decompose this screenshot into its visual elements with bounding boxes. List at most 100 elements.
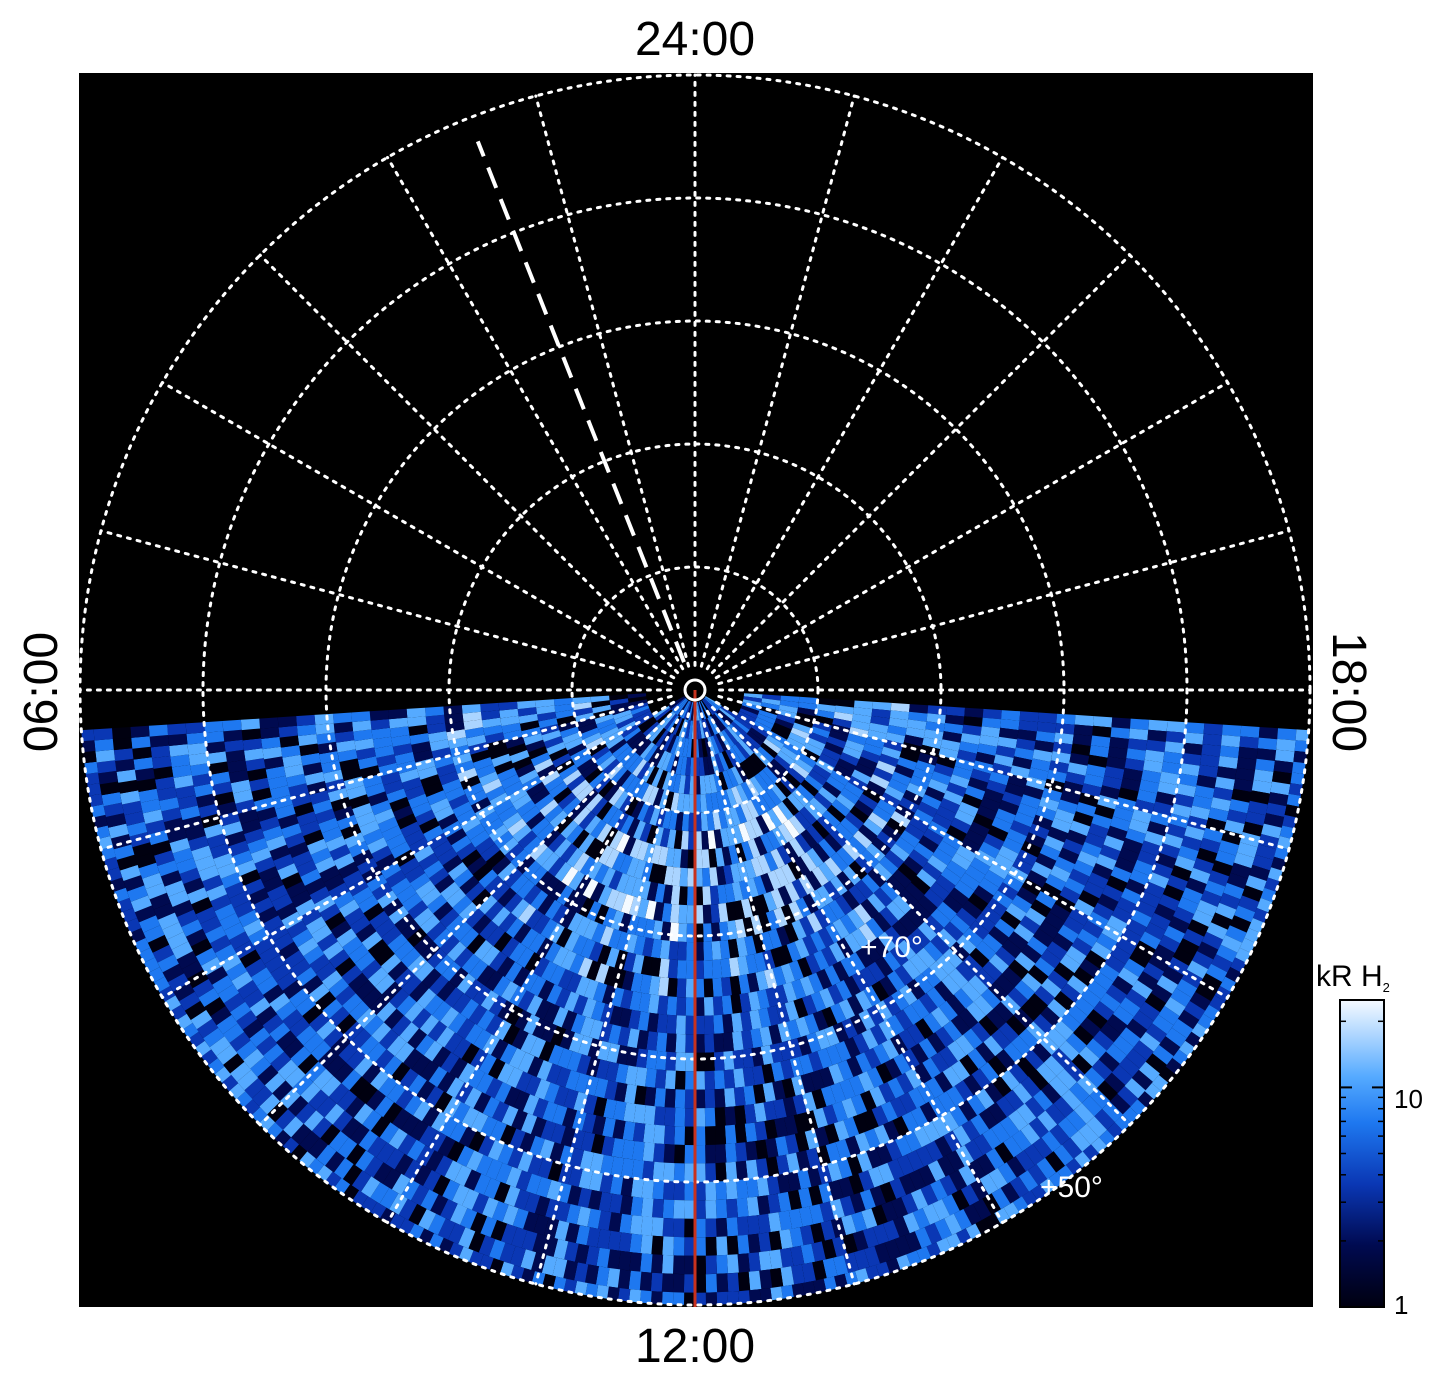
emission-cell xyxy=(844,1037,861,1058)
emission-cell xyxy=(1126,1018,1148,1039)
emission-cell xyxy=(492,1201,509,1222)
emission-cell xyxy=(456,842,477,861)
emission-cell xyxy=(1214,776,1235,791)
emission-cell xyxy=(992,890,1013,909)
emission-cell xyxy=(1065,945,1087,965)
emission-cell xyxy=(1078,1123,1099,1145)
emission-cell xyxy=(745,799,760,819)
emission-cell xyxy=(214,791,235,806)
emission-cell xyxy=(481,717,502,729)
emission-cell xyxy=(808,972,824,994)
emission-cell xyxy=(971,1022,991,1043)
emission-cell xyxy=(1053,1096,1074,1118)
emission-cell xyxy=(918,835,939,853)
emission-cell xyxy=(421,887,442,907)
emission-cell xyxy=(472,984,491,1006)
emission-cell xyxy=(630,799,645,819)
emission-cell xyxy=(735,742,751,760)
emission-cell xyxy=(665,1033,677,1053)
emission-cell xyxy=(629,991,642,1011)
emission-cell xyxy=(1091,863,1113,880)
emission-cell xyxy=(907,719,927,731)
emission-cell xyxy=(949,1105,969,1127)
emission-cell xyxy=(832,1022,849,1043)
emission-cell xyxy=(519,720,540,732)
emission-cell xyxy=(780,746,799,762)
emission-cell xyxy=(746,755,763,774)
emission-cell xyxy=(699,775,707,795)
emission-cell xyxy=(1148,719,1168,732)
emission-cell xyxy=(1038,920,1060,939)
emission-cell xyxy=(1037,721,1057,734)
emission-cell xyxy=(190,938,213,957)
emission-cell xyxy=(940,739,961,752)
emission-cell xyxy=(537,764,557,780)
emission-cell xyxy=(1110,816,1131,832)
emission-cell xyxy=(930,1052,950,1074)
emission-cell xyxy=(768,1230,782,1251)
emission-cell xyxy=(1153,944,1175,963)
emission-cell xyxy=(483,1177,501,1199)
emission-cell xyxy=(595,963,610,984)
emission-cell xyxy=(721,750,734,770)
emission-cell xyxy=(830,1003,847,1024)
emission-cell xyxy=(1170,988,1192,1007)
emission-cell xyxy=(710,792,720,812)
emission-cell xyxy=(652,705,670,719)
emission-cell xyxy=(1152,1014,1174,1035)
emission-cell xyxy=(781,1078,796,1099)
emission-cell xyxy=(444,987,464,1008)
emission-cell xyxy=(705,793,714,813)
emission-cell xyxy=(941,974,961,996)
emission-cell xyxy=(524,1192,541,1214)
emission-cell xyxy=(451,835,472,853)
emission-cell xyxy=(1210,912,1233,930)
emission-cell xyxy=(905,908,925,928)
emission-cell xyxy=(432,840,453,858)
emission-cell xyxy=(584,767,603,784)
emission-cell xyxy=(1162,833,1184,849)
emission-cell xyxy=(716,1291,729,1305)
emission-cell xyxy=(695,1237,706,1256)
emission-cell xyxy=(695,923,704,943)
emission-cell xyxy=(786,941,802,962)
emission-cell xyxy=(817,1163,832,1185)
emission-cell xyxy=(788,815,806,835)
emission-cell xyxy=(1085,950,1107,970)
emission-cell xyxy=(546,1179,562,1201)
emission-cell xyxy=(572,994,588,1016)
emission-cell xyxy=(979,734,999,747)
emission-cell xyxy=(176,951,198,970)
emission-cell xyxy=(946,1150,965,1172)
emission-cell xyxy=(1020,1123,1041,1145)
emission-cell xyxy=(557,969,574,990)
emission-cell xyxy=(1165,823,1187,839)
emission-cell xyxy=(871,1204,888,1226)
emission-cell xyxy=(1036,1062,1057,1084)
emission-cell xyxy=(609,1193,623,1214)
emission-cell xyxy=(936,901,957,921)
emission-cell xyxy=(583,919,599,940)
emission-cell xyxy=(419,1014,440,1036)
emission-cell xyxy=(1114,856,1136,874)
emission-cell xyxy=(93,728,113,741)
emission-cell xyxy=(430,1194,449,1216)
emission-cell xyxy=(1102,1101,1123,1123)
emission-cell xyxy=(323,874,345,892)
emission-cell xyxy=(872,701,892,711)
emission-cell xyxy=(308,1089,329,1111)
emission-cell xyxy=(743,859,757,880)
emission-cell xyxy=(762,1082,776,1103)
emission-cell xyxy=(940,1111,959,1133)
emission-cell xyxy=(171,764,192,778)
emission-cell xyxy=(704,737,712,757)
emission-cell xyxy=(423,860,444,879)
emission-cell xyxy=(112,727,132,740)
emission-cell xyxy=(879,856,899,875)
emission-cell xyxy=(774,1117,788,1138)
emission-cell xyxy=(1035,805,1057,822)
emission-cell xyxy=(1001,939,1023,959)
emission-cell xyxy=(633,820,646,840)
emission-cell xyxy=(388,717,409,729)
emission-cell xyxy=(212,975,234,994)
